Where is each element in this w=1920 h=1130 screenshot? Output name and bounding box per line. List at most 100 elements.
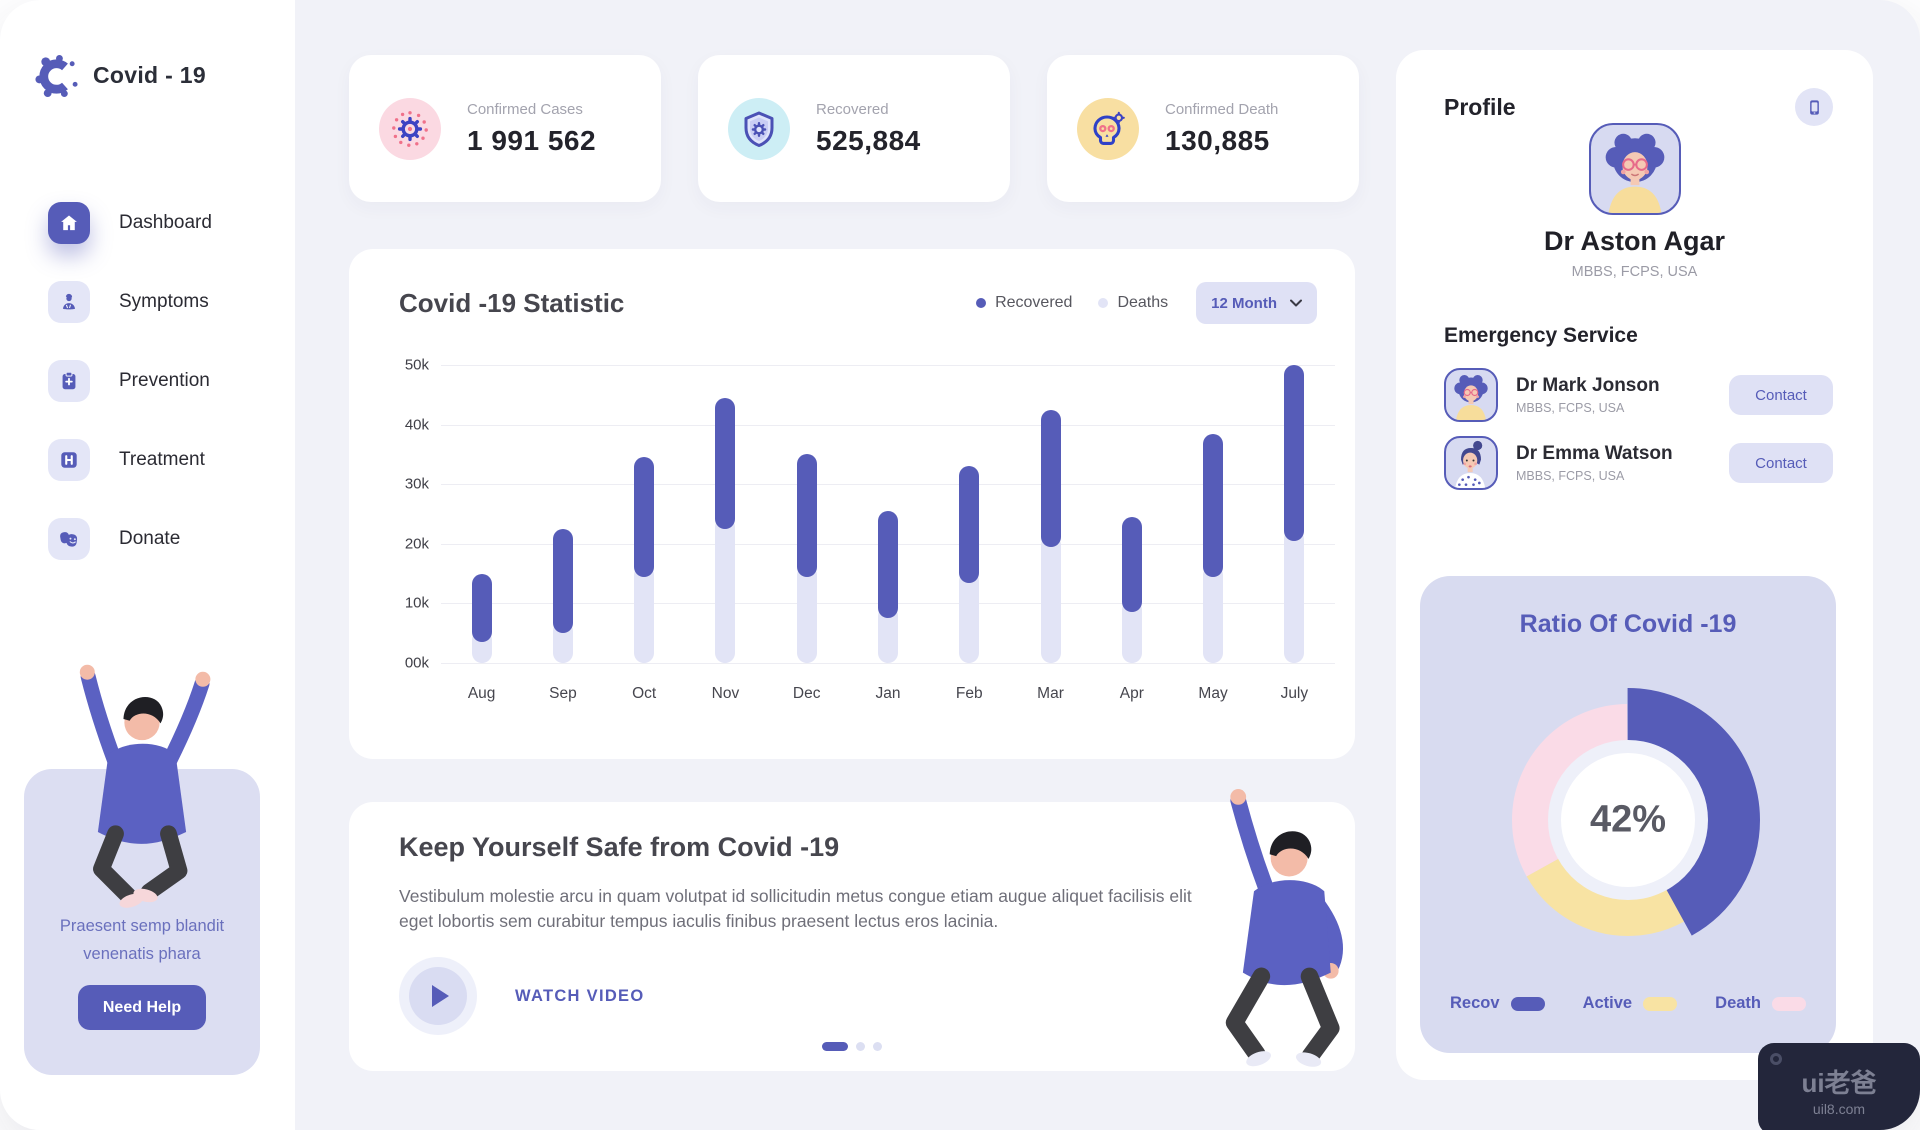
x-axis-label: Aug (467, 685, 496, 702)
sidebar-item-symptoms[interactable]: Symptoms (48, 281, 212, 323)
doctor-name: Dr Mark Jonson (1516, 375, 1660, 396)
safety-body: Vestibulum molestie arcu in quam volutpa… (399, 886, 1192, 932)
y-axis-tick: 20k (404, 535, 429, 553)
recovered-bar-apr (1121, 516, 1142, 613)
play-icon (409, 967, 467, 1025)
month-range-dropdown[interactable]: 12 Month (1196, 282, 1317, 324)
gridline (441, 424, 1335, 426)
stats-row: Confirmed Cases 1 991 562 Recovered 525,884… (349, 55, 1359, 202)
recovered-bar-oct (634, 457, 655, 577)
x-axis-label: Jan (875, 685, 901, 702)
woman-bun-avatar (1444, 436, 1498, 490)
x-axis-label: Nov (711, 685, 740, 702)
stat-label: Recovered (816, 100, 889, 118)
x-axis-label: May (1198, 685, 1228, 702)
virus-logo-icon (35, 54, 78, 98)
deaths-bar-apr (1121, 600, 1142, 663)
recovered-bar-may (1203, 433, 1224, 577)
woman-afro-avatar (1444, 368, 1498, 422)
profile-heading: Profile (1444, 93, 1516, 120)
y-axis-tick: 30k (404, 475, 429, 493)
deaths-bar-may (1203, 564, 1224, 663)
deaths-bar-dec (796, 564, 817, 663)
gridline (441, 365, 1335, 366)
month-range-value: 12 Month (1211, 294, 1277, 312)
sidebar-item-donate[interactable]: Donate (48, 518, 212, 560)
need-help-button[interactable]: Need Help (78, 985, 206, 1030)
doctor-credentials: MBBS, FCPS, USA (1516, 401, 1625, 415)
y-axis-tick: 50k (404, 356, 429, 374)
legend-dot-icon (1098, 298, 1109, 308)
deaths-bar-mar (1040, 534, 1061, 663)
x-axis-label: Dec (792, 685, 821, 702)
carousel-dot-active[interactable] (822, 1042, 848, 1051)
recovered-bar-aug (471, 573, 492, 643)
sidebar-item-label: Dashboard (119, 212, 212, 233)
profile-avatar (1588, 123, 1681, 215)
donut-chart: 42% (1488, 680, 1768, 960)
legend-item-deaths: Deaths (1098, 294, 1168, 312)
recovered-bar-nov (715, 397, 736, 529)
x-axis-label: Sep (549, 685, 577, 702)
sidebar-item-label: Donate (119, 528, 181, 549)
sidebar-item-label: Treatment (119, 449, 205, 470)
safety-card: Keep Yourself Safe from Covid -19 Vestib… (349, 789, 1355, 1071)
app-logo: Covid - 19 (33, 52, 206, 99)
watch-video-link[interactable]: WATCH VIDEO (515, 986, 645, 1005)
chart-title: Covid -19 Statistic (399, 287, 625, 318)
donut-center-value: 42% (1589, 798, 1667, 841)
stat-label: Confirmed Cases (467, 100, 583, 118)
recovered-bar-mar (1040, 409, 1061, 547)
carousel-dot[interactable] (856, 1042, 865, 1051)
virus-icon (379, 97, 441, 160)
ratio-card: Ratio Of Covid -19 42% Recov Active Death (1420, 576, 1836, 1053)
watermark-ring-icon (1770, 1053, 1782, 1065)
phone-icon (1809, 99, 1819, 115)
play-video-button[interactable] (399, 957, 477, 1035)
stat-card-confirmed-cases: Confirmed Cases 1 991 562 (349, 55, 661, 202)
deaths-bar-nov (715, 516, 736, 663)
ratio-legend-item-recov: Recov (1450, 994, 1545, 1013)
ratio-legend-pill-icon (1643, 996, 1678, 1011)
skull-icon (1077, 97, 1139, 160)
sidebar-item-label: Symptoms (119, 291, 209, 312)
sidebar-item-treatment[interactable]: Treatment (48, 439, 212, 481)
recovered-bar-sep (552, 528, 573, 634)
doctor-row-dr-mark-jonson: Dr Mark Jonson MBBS, FCPS, USA Contact (1444, 368, 1833, 422)
doctor-name: Dr Emma Watson (1516, 443, 1673, 464)
recovered-bar-july (1284, 365, 1305, 541)
recovered-bar-dec (796, 454, 817, 577)
donate-icon (48, 518, 90, 560)
safety-title: Keep Yourself Safe from Covid -19 (399, 832, 840, 862)
stat-value: 130,885 (1165, 124, 1270, 156)
emergency-service-heading: Emergency Service (1444, 324, 1638, 347)
contact-button[interactable]: Contact (1729, 443, 1833, 483)
stat-value: 1 991 562 (467, 124, 597, 156)
sidebar-item-prevention[interactable]: Prevention (48, 360, 212, 402)
legend-dot-icon (976, 298, 987, 308)
chart-legend: Recovered Deaths (976, 294, 1168, 312)
statistic-card: Covid -19 Statistic Recovered Deaths 12 M… (349, 249, 1355, 759)
prevention-icon (48, 360, 90, 402)
sidebar-item-dashboard[interactable]: Dashboard (48, 202, 212, 244)
legend-item-recovered: Recovered (976, 294, 1072, 312)
gridline (441, 484, 1335, 486)
ratio-legend: Recov Active Death (1450, 994, 1806, 1013)
help-card-text: Praesent semp blandit venenatis phara (59, 917, 225, 964)
shield-icon (728, 97, 790, 160)
y-axis-tick: 40k (404, 416, 429, 434)
x-axis-label: Oct (632, 685, 657, 702)
profile-name: Dr Aston Agar (1543, 226, 1725, 256)
watermark-site: uil8.com (1812, 1101, 1866, 1117)
contact-button[interactable]: Contact (1729, 375, 1833, 415)
stat-label: Confirmed Death (1165, 100, 1279, 118)
phone-button[interactable] (1795, 88, 1833, 126)
y-axis-tick: 10k (404, 594, 429, 612)
recovered-bar-feb (959, 466, 980, 583)
symptoms-icon (48, 281, 90, 323)
gridline (441, 663, 1335, 664)
carousel-dot[interactable] (873, 1042, 882, 1051)
sidebar-item-label: Prevention (119, 370, 210, 391)
profile-credentials: MBBS, FCPS, USA (1571, 264, 1698, 280)
